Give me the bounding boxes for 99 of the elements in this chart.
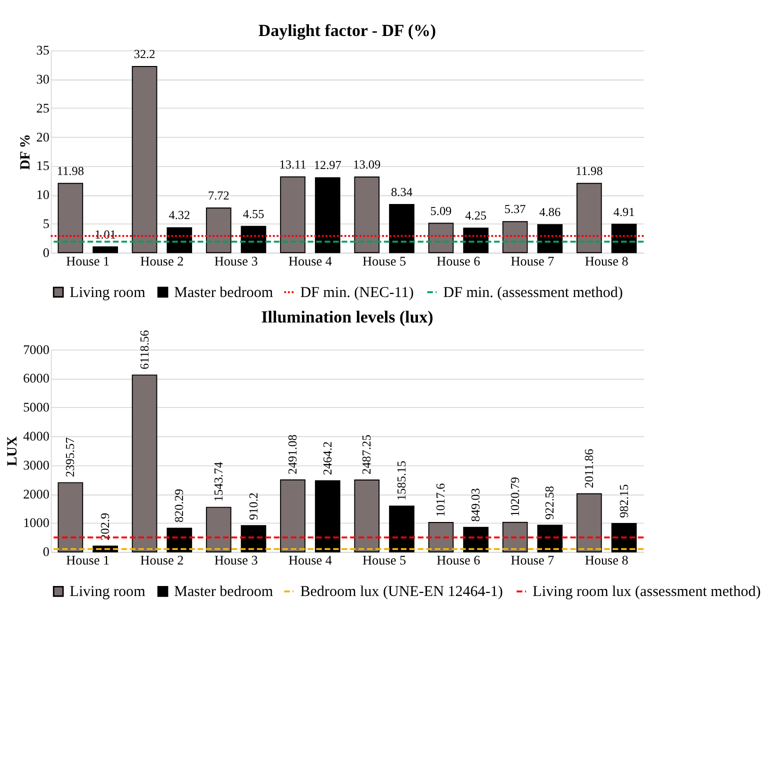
legend-label: Master bedroom: [174, 284, 274, 301]
y-tick-label: 1000: [23, 515, 50, 530]
data-label: 4.25: [465, 208, 487, 223]
data-label: 13.09: [353, 158, 381, 172]
x-tick-label: House 1: [66, 552, 110, 568]
data-label: 1543.74: [211, 462, 226, 502]
y-tick-label: 2000: [23, 486, 50, 502]
bar: [280, 479, 306, 552]
data-label: 910.2: [246, 492, 260, 520]
bar: [354, 176, 380, 254]
y-tick-label: 20: [36, 129, 50, 144]
x-tick-label: House 2: [140, 253, 184, 268]
y-tick-label: 5000: [23, 400, 50, 415]
bar: [132, 66, 158, 254]
data-label: 11.98: [576, 164, 603, 178]
bar: [502, 522, 528, 552]
data-label: 1017.6: [434, 483, 448, 517]
data-label: 2491.08: [286, 434, 300, 474]
y-tick-label: 30: [36, 71, 50, 86]
bar: [92, 246, 118, 254]
bar: [537, 224, 563, 254]
legend-label: Master bedroom: [174, 584, 274, 600]
bar: [132, 374, 158, 552]
bar: [314, 480, 340, 552]
x-tick-label: House 8: [584, 552, 629, 568]
bar: [576, 182, 602, 254]
bar: [58, 182, 84, 254]
y-axis-title: DF %: [18, 134, 34, 170]
chart-title: Daylight factor - DF (%): [258, 21, 436, 40]
bar: [428, 222, 454, 254]
data-label: 820.29: [172, 488, 186, 523]
legend-label: Living room: [70, 284, 146, 301]
bar: [389, 204, 414, 254]
data-label: 6118.56: [137, 330, 152, 370]
data-label: 849.03: [468, 488, 483, 522]
x-tick-label: House 4: [288, 253, 332, 268]
bar: [206, 506, 232, 552]
x-tick-label: House 7: [510, 552, 555, 568]
x-tick-label: House 6: [436, 552, 481, 568]
legend-label: Bedroom lux (UNE-EN 12464-1): [300, 584, 503, 600]
x-tick-label: House 5: [362, 253, 406, 268]
y-tick-label: 7000: [23, 342, 50, 357]
bar: [576, 493, 602, 552]
chart-title: Illumination levels (lux): [261, 308, 434, 327]
y-tick-label: 0: [42, 544, 50, 560]
y-tick-label: 25: [36, 100, 50, 116]
data-label: 11.98: [56, 164, 84, 178]
y-tick-label: 35: [36, 42, 50, 58]
y-axis-title: LUX: [4, 436, 20, 466]
data-label: 4.55: [242, 206, 264, 221]
data-label: 2011.86: [582, 448, 596, 488]
bar: [428, 522, 454, 552]
legend-label: Living room lux (assessment method): [532, 584, 761, 600]
y-tick-label: 6000: [23, 370, 50, 386]
x-tick-label: House 5: [362, 552, 406, 568]
legend-label: DF min. (assessment method): [443, 284, 623, 301]
data-label: 982.15: [616, 484, 631, 518]
bar: [389, 506, 414, 552]
x-tick-label: House 6: [436, 253, 481, 268]
y-tick-label: 10: [36, 187, 50, 202]
bar: [58, 482, 84, 552]
bar: [354, 480, 380, 552]
x-tick-label: House 7: [510, 253, 555, 268]
data-label: 4.32: [168, 208, 190, 222]
data-label: 922.58: [542, 486, 557, 520]
x-tick-label: House 8: [584, 253, 629, 268]
bar: [206, 208, 232, 254]
x-tick-label: House 1: [66, 253, 110, 268]
x-tick-label: House 2: [140, 552, 184, 568]
x-tick-label: House 4: [288, 552, 332, 568]
data-label: 5.37: [504, 202, 526, 216]
y-tick-label: 15: [36, 158, 50, 174]
bar: [240, 226, 266, 254]
bar: [314, 177, 340, 254]
data-label: 13.11: [279, 157, 306, 172]
data-label: 7.72: [208, 188, 230, 203]
y-tick-label: 3000: [23, 457, 50, 472]
y-tick-label: 4000: [23, 428, 50, 444]
bar: [166, 227, 192, 254]
data-label: 32.2: [134, 47, 156, 62]
y-tick-label: 5: [42, 216, 50, 231]
data-label: 12.97: [314, 158, 342, 172]
data-label: 2395.57: [63, 437, 78, 478]
data-label: 8.34: [391, 184, 412, 199]
data-label: 1585.15: [394, 460, 408, 500]
bar: [280, 176, 306, 254]
y-tick-label: 0: [42, 244, 50, 260]
bar: [240, 525, 266, 552]
data-label: 4.91: [613, 204, 635, 219]
data-label: 5.09: [430, 204, 452, 218]
data-label: 2464.2: [320, 441, 334, 476]
legend-label: Living room: [70, 584, 146, 600]
bar: [502, 221, 528, 254]
data-label: 4.86: [539, 205, 561, 220]
x-tick-label: House 3: [214, 253, 258, 268]
data-label: 1020.79: [508, 477, 522, 517]
legend-label: DF min. (NEC-11): [300, 284, 414, 301]
x-tick-label: House 3: [214, 552, 258, 568]
data-label: 2487.25: [360, 434, 374, 474]
